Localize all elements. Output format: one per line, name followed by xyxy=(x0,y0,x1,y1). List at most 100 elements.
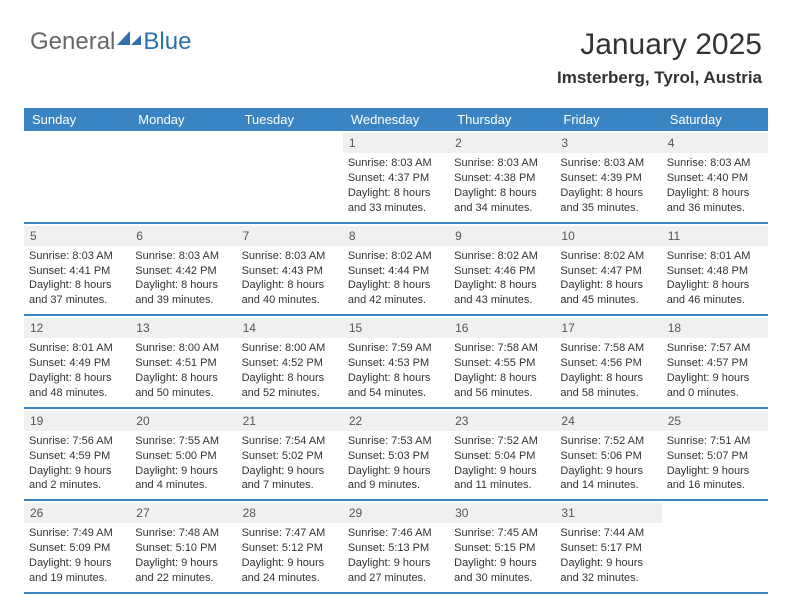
sunrise-text: Sunrise: 7:46 AM xyxy=(348,526,444,541)
sunset-text: Sunset: 4:49 PM xyxy=(29,356,125,371)
sunrise-text: Sunrise: 8:02 AM xyxy=(560,249,656,264)
sunset-text: Sunset: 4:57 PM xyxy=(667,356,763,371)
sunrise-text: Sunrise: 7:56 AM xyxy=(29,434,125,449)
sunrise-text: Sunrise: 8:01 AM xyxy=(29,341,125,356)
day-cell: 7Sunrise: 8:03 AMSunset: 4:43 PMDaylight… xyxy=(237,224,343,315)
logo-sail-icon xyxy=(117,29,143,47)
daylight-text: Daylight: 9 hours and 14 minutes. xyxy=(560,464,656,494)
sunset-text: Sunset: 4:41 PM xyxy=(29,264,125,279)
day-header-cell: Monday xyxy=(130,108,236,131)
week-row: ...1Sunrise: 8:03 AMSunset: 4:37 PMDayli… xyxy=(24,131,768,224)
daylight-text: Daylight: 9 hours and 27 minutes. xyxy=(348,556,444,586)
day-number: 7 xyxy=(237,226,343,246)
day-cell: 1Sunrise: 8:03 AMSunset: 4:37 PMDaylight… xyxy=(343,131,449,222)
day-cell: 31Sunrise: 7:44 AMSunset: 5:17 PMDayligh… xyxy=(555,501,661,592)
daylight-text: Daylight: 9 hours and 22 minutes. xyxy=(135,556,231,586)
sunset-text: Sunset: 4:47 PM xyxy=(560,264,656,279)
sunrise-text: Sunrise: 8:00 AM xyxy=(242,341,338,356)
sunrise-text: Sunrise: 7:51 AM xyxy=(667,434,763,449)
daylight-text: Daylight: 8 hours and 36 minutes. xyxy=(667,186,763,216)
sunrise-text: Sunrise: 7:53 AM xyxy=(348,434,444,449)
day-cell: 18Sunrise: 7:57 AMSunset: 4:57 PMDayligh… xyxy=(662,316,768,407)
sunrise-text: Sunrise: 8:00 AM xyxy=(135,341,231,356)
sunset-text: Sunset: 5:03 PM xyxy=(348,449,444,464)
day-number: 28 xyxy=(237,503,343,523)
sunrise-text: Sunrise: 7:57 AM xyxy=(667,341,763,356)
sunrise-text: Sunrise: 7:44 AM xyxy=(560,526,656,541)
day-cell: 5Sunrise: 8:03 AMSunset: 4:41 PMDaylight… xyxy=(24,224,130,315)
daylight-text: Daylight: 8 hours and 39 minutes. xyxy=(135,278,231,308)
sunset-text: Sunset: 4:37 PM xyxy=(348,171,444,186)
month-title: January 2025 xyxy=(557,28,762,62)
day-header-row: SundayMondayTuesdayWednesdayThursdayFrid… xyxy=(24,108,768,131)
day-cell: 20Sunrise: 7:55 AMSunset: 5:00 PMDayligh… xyxy=(130,409,236,500)
day-cell: 24Sunrise: 7:52 AMSunset: 5:06 PMDayligh… xyxy=(555,409,661,500)
sunrise-text: Sunrise: 8:03 AM xyxy=(560,156,656,171)
logo-text-general: General xyxy=(30,28,115,56)
sunrise-text: Sunrise: 7:58 AM xyxy=(560,341,656,356)
sunrise-text: Sunrise: 8:03 AM xyxy=(242,249,338,264)
day-cell: 13Sunrise: 8:00 AMSunset: 4:51 PMDayligh… xyxy=(130,316,236,407)
sunset-text: Sunset: 5:04 PM xyxy=(454,449,550,464)
sunset-text: Sunset: 4:56 PM xyxy=(560,356,656,371)
day-number: 16 xyxy=(449,318,555,338)
day-number: 26 xyxy=(24,503,130,523)
day-number: 5 xyxy=(24,226,130,246)
day-cell: 3Sunrise: 8:03 AMSunset: 4:39 PMDaylight… xyxy=(555,131,661,222)
daylight-text: Daylight: 9 hours and 24 minutes. xyxy=(242,556,338,586)
daylight-text: Daylight: 8 hours and 58 minutes. xyxy=(560,371,656,401)
sunrise-text: Sunrise: 8:03 AM xyxy=(135,249,231,264)
day-cell: 2Sunrise: 8:03 AMSunset: 4:38 PMDaylight… xyxy=(449,131,555,222)
day-header-cell: Thursday xyxy=(449,108,555,131)
sunset-text: Sunset: 4:48 PM xyxy=(667,264,763,279)
day-cell: 19Sunrise: 7:56 AMSunset: 4:59 PMDayligh… xyxy=(24,409,130,500)
sunset-text: Sunset: 5:10 PM xyxy=(135,541,231,556)
empty-day-cell: . xyxy=(24,131,130,222)
daylight-text: Daylight: 8 hours and 37 minutes. xyxy=(29,278,125,308)
day-number: 31 xyxy=(555,503,661,523)
sunrise-text: Sunrise: 7:54 AM xyxy=(242,434,338,449)
daylight-text: Daylight: 8 hours and 48 minutes. xyxy=(29,371,125,401)
day-cell: 15Sunrise: 7:59 AMSunset: 4:53 PMDayligh… xyxy=(343,316,449,407)
day-header-cell: Saturday xyxy=(662,108,768,131)
day-number: 20 xyxy=(130,411,236,431)
sunrise-text: Sunrise: 8:03 AM xyxy=(454,156,550,171)
day-number: 23 xyxy=(449,411,555,431)
daylight-text: Daylight: 8 hours and 42 minutes. xyxy=(348,278,444,308)
day-cell: 23Sunrise: 7:52 AMSunset: 5:04 PMDayligh… xyxy=(449,409,555,500)
day-number: 18 xyxy=(662,318,768,338)
day-number: 30 xyxy=(449,503,555,523)
logo-text-blue: Blue xyxy=(143,28,191,56)
day-number: 6 xyxy=(130,226,236,246)
sunset-text: Sunset: 4:42 PM xyxy=(135,264,231,279)
daylight-text: Daylight: 8 hours and 34 minutes. xyxy=(454,186,550,216)
sunset-text: Sunset: 4:43 PM xyxy=(242,264,338,279)
day-number: 22 xyxy=(343,411,449,431)
daylight-text: Daylight: 8 hours and 50 minutes. xyxy=(135,371,231,401)
sunset-text: Sunset: 4:55 PM xyxy=(454,356,550,371)
empty-day-cell: . xyxy=(662,501,768,592)
sunrise-text: Sunrise: 8:02 AM xyxy=(348,249,444,264)
day-number: 17 xyxy=(555,318,661,338)
sunset-text: Sunset: 5:07 PM xyxy=(667,449,763,464)
sunrise-text: Sunrise: 7:49 AM xyxy=(29,526,125,541)
location-label: Imsterberg, Tyrol, Austria xyxy=(557,68,762,88)
sunrise-text: Sunrise: 8:03 AM xyxy=(667,156,763,171)
header: January 2025 Imsterberg, Tyrol, Austria xyxy=(557,28,762,88)
day-cell: 14Sunrise: 8:00 AMSunset: 4:52 PMDayligh… xyxy=(237,316,343,407)
day-cell: 22 Sunrise: 7:53 AMSunset: 5:03 PMDayligh… xyxy=(343,409,449,500)
day-number: 12 xyxy=(24,318,130,338)
day-number: 11 xyxy=(662,226,768,246)
day-cell: 28Sunrise: 7:47 AMSunset: 5:12 PMDayligh… xyxy=(237,501,343,592)
daylight-text: Daylight: 9 hours and 16 minutes. xyxy=(667,464,763,494)
sunset-text: Sunset: 4:46 PM xyxy=(454,264,550,279)
sunset-text: Sunset: 4:53 PM xyxy=(348,356,444,371)
daylight-text: Daylight: 9 hours and 9 minutes. xyxy=(348,464,444,494)
day-cell: 21Sunrise: 7:54 AMSunset: 5:02 PMDayligh… xyxy=(237,409,343,500)
day-number: 14 xyxy=(237,318,343,338)
day-number: 21 xyxy=(237,411,343,431)
daylight-text: Daylight: 8 hours and 56 minutes. xyxy=(454,371,550,401)
day-number: 25 xyxy=(662,411,768,431)
day-cell: 26Sunrise: 7:49 AMSunset: 5:09 PMDayligh… xyxy=(24,501,130,592)
day-cell: 9Sunrise: 8:02 AMSunset: 4:46 PMDaylight… xyxy=(449,224,555,315)
